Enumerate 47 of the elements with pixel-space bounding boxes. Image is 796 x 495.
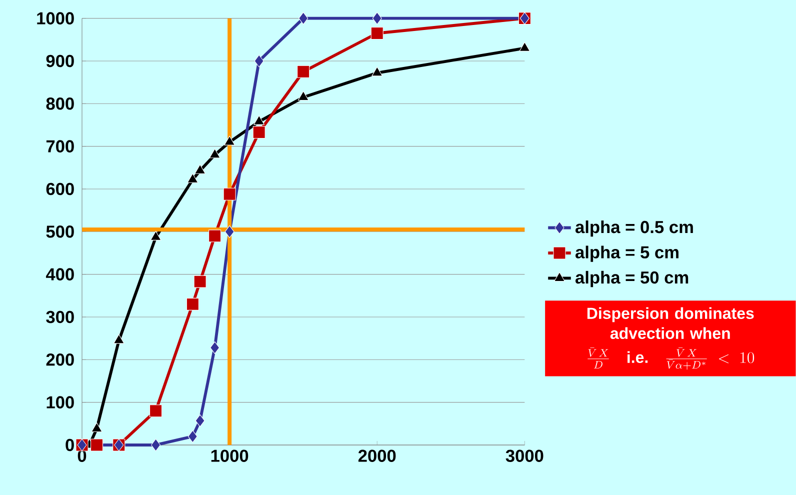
point <box>370 26 384 40</box>
x-tick-label: 3000 <box>506 450 544 462</box>
point <box>254 115 265 125</box>
point <box>209 148 220 158</box>
point <box>372 12 382 25</box>
point <box>91 422 102 432</box>
point <box>90 438 104 452</box>
y-tick-label: 500 <box>46 226 74 238</box>
point <box>194 275 206 288</box>
legend-label: alpha = 5 cm <box>576 246 678 262</box>
point <box>208 230 222 242</box>
point <box>187 173 198 183</box>
point <box>224 225 234 238</box>
y-tick-label: 100 <box>46 396 74 408</box>
y-tick-label: 200 <box>46 354 74 366</box>
y-tick-label: 600 <box>46 182 74 196</box>
y-tick-label: 800 <box>46 98 74 110</box>
point <box>298 90 309 101</box>
point <box>252 126 266 139</box>
x-tick-label: 2000 <box>358 450 396 462</box>
text: $\frac{\bar{V}\,X}{D}\quad\mbox{i.e.}\quad\frac{\bar{V}\,X}{\bar{V}\alpha + D^{*}} < 10$ <box>588 348 754 370</box>
legend-label: alpha = 50 cm <box>576 270 688 288</box>
point <box>519 42 530 52</box>
text: Dispersion dominates advection when <box>587 307 754 339</box>
point <box>254 54 264 68</box>
point <box>151 438 161 452</box>
point <box>194 164 206 174</box>
legend-label: alpha = 0.5 cm <box>576 220 693 237</box>
point <box>150 404 162 418</box>
point <box>210 341 220 354</box>
point <box>186 298 199 310</box>
point <box>372 66 383 76</box>
y-tick-label: 400 <box>46 268 74 280</box>
y-tick-label: 1000 <box>37 12 74 24</box>
point <box>223 188 236 200</box>
point <box>150 230 162 240</box>
point <box>298 12 308 25</box>
point <box>297 65 310 78</box>
x-tick-label: 1000 <box>211 450 248 462</box>
y-tick-label: 300 <box>46 310 74 324</box>
point <box>188 430 198 443</box>
y-tick-label: 0 <box>66 438 74 452</box>
y-tick-label: 700 <box>46 140 74 152</box>
point <box>195 414 205 427</box>
point <box>113 334 124 344</box>
y-tick-label: 900 <box>46 54 74 68</box>
point <box>224 136 236 146</box>
